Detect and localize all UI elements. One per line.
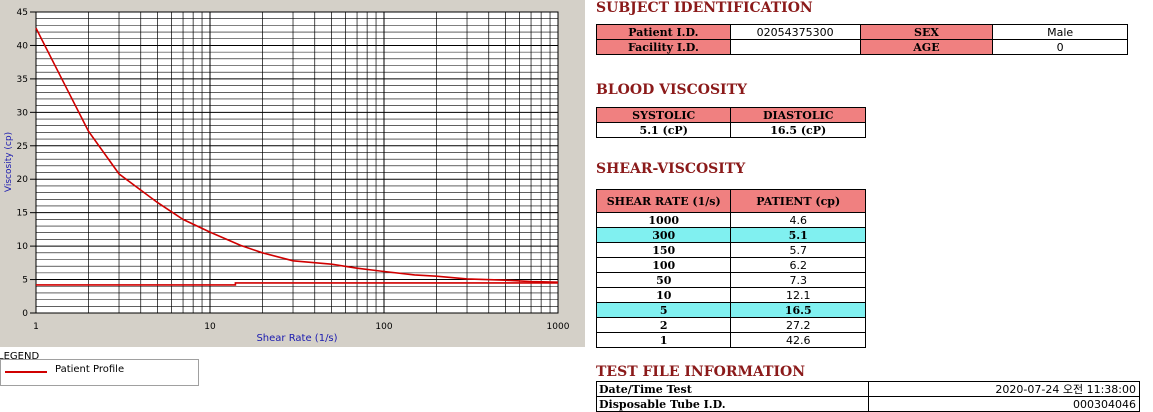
shear-rate-cell: 1 bbox=[595, 332, 732, 348]
patient-cp-cell: 4.6 bbox=[730, 212, 866, 228]
shear-table-row: 50 7.3 bbox=[595, 272, 866, 288]
patient-cp-cell: 16.5 bbox=[730, 302, 866, 318]
patient-cp-cell: 7.3 bbox=[730, 272, 866, 288]
blood-viscosity-title: BLOOD VISCOSITY bbox=[596, 82, 748, 98]
y-tick-label: 10 bbox=[17, 242, 29, 252]
plot-border bbox=[35, 11, 559, 314]
shear-table-row: 2 27.2 bbox=[595, 317, 866, 333]
chart-panel: 0 5 10 15 20 25 30 35 40 45 1 10 100 1000 Shear Rate … bbox=[0, 0, 585, 347]
patient-cp-cell: 6.2 bbox=[730, 257, 866, 273]
test-file-title: TEST FILE INFORMATION bbox=[596, 364, 806, 380]
diastolic-label: DIASTOLIC bbox=[730, 107, 866, 123]
shear-table-row: 5 16.5 bbox=[595, 302, 866, 318]
patient-cp-header: PATIENT (cp) bbox=[730, 189, 866, 213]
y-tick-label: 40 bbox=[17, 41, 29, 51]
y-tick-label: 15 bbox=[17, 209, 28, 219]
facility-id-value bbox=[729, 39, 861, 55]
tube-id-label: Disposable Tube I.D. bbox=[596, 396, 869, 412]
shear-rate-cell: 50 bbox=[595, 272, 732, 288]
x-tick-label: 100 bbox=[375, 322, 392, 332]
shear-table-row: 100 6.2 bbox=[595, 257, 866, 273]
systolic-label: SYSTOLIC bbox=[595, 107, 732, 123]
patient-cp-cell: 27.2 bbox=[730, 317, 866, 333]
y-axis-label: Viscosity (cp) bbox=[4, 132, 14, 192]
systolic-value: 5.1 (cP) bbox=[595, 122, 732, 138]
legend-line-swatch bbox=[5, 371, 47, 373]
shear-rate-cell: 2 bbox=[595, 317, 732, 333]
patient-id-label: Patient I.D. bbox=[596, 24, 731, 40]
plot-area bbox=[36, 12, 558, 313]
patient-id-value: 02054375300 bbox=[729, 24, 861, 40]
test-file-table: Date/Time Test 2020-07-24 오전 11:38:00 Di… bbox=[596, 381, 1140, 412]
baseline-line bbox=[36, 282, 558, 286]
patient-cp-cell: 5.1 bbox=[730, 227, 866, 243]
facility-id-label: Facility I.D. bbox=[596, 39, 731, 55]
blood-viscosity-table: SYSTOLIC DIASTOLIC 5.1 (cP) 16.5 (cP) bbox=[595, 107, 866, 138]
shear-rate-header: SHEAR RATE (1/s) bbox=[595, 189, 732, 213]
shear-rate-cell: 300 bbox=[595, 227, 732, 243]
datetime-label: Date/Time Test bbox=[596, 381, 869, 397]
tube-id-value: 000304046 bbox=[867, 396, 1140, 412]
age-value: 0 bbox=[992, 39, 1128, 55]
patient-cp-cell: 5.7 bbox=[730, 242, 866, 258]
shear-viscosity-title: SHEAR-VISCOSITY bbox=[596, 161, 746, 177]
y-tick-label: 35 bbox=[17, 75, 28, 85]
y-tick-label: 25 bbox=[17, 142, 28, 152]
shear-rate-cell: 5 bbox=[595, 302, 732, 318]
shear-table-row: 10 12.1 bbox=[595, 287, 866, 303]
x-tick-label: 1000 bbox=[547, 322, 570, 332]
subject-title: SUBJECT IDENTIFICATION bbox=[596, 0, 813, 16]
y-tick-label: 20 bbox=[17, 175, 29, 185]
x-tick-label: 1 bbox=[33, 322, 39, 332]
patient-profile-line bbox=[35, 27, 559, 283]
shear-table-row: 300 5.1 bbox=[595, 227, 866, 243]
x-tick-label: 10 bbox=[204, 322, 216, 332]
sex-label: SEX bbox=[859, 24, 994, 40]
patient-cp-cell: 42.6 bbox=[730, 332, 866, 348]
sex-value: Male bbox=[992, 24, 1128, 40]
y-tick-label: 30 bbox=[17, 108, 29, 118]
shear-rate-cell: 150 bbox=[595, 242, 732, 258]
viscosity-chart: 0 5 10 15 20 25 30 35 40 45 1 10 100 1000 Shear Rate … bbox=[4, 8, 570, 344]
y-tick-label: 45 bbox=[17, 8, 28, 18]
legend-label: Patient Profile bbox=[55, 364, 125, 375]
shear-rate-cell: 100 bbox=[595, 257, 732, 273]
legend-title: LEGEND bbox=[0, 351, 42, 362]
diastolic-value: 16.5 (cP) bbox=[730, 122, 866, 138]
datetime-value: 2020-07-24 오전 11:38:00 bbox=[867, 381, 1140, 397]
shear-rate-cell: 10 bbox=[595, 287, 732, 303]
x-axis-label: Shear Rate (1/s) bbox=[256, 333, 337, 344]
subject-table: Patient I.D. 02054375300 SEX Male Facili… bbox=[596, 24, 1128, 55]
y-tick-label: 5 bbox=[22, 276, 28, 286]
shear-table-row: 1000 4.6 bbox=[595, 212, 866, 228]
y-tick-label: 0 bbox=[22, 309, 28, 319]
shear-viscosity-table: SHEAR RATE (1/s) PATIENT (cp) 1000 4.6 300… bbox=[595, 189, 866, 348]
patient-cp-cell: 12.1 bbox=[730, 287, 866, 303]
shear-rate-cell: 1000 bbox=[595, 212, 732, 228]
age-label: AGE bbox=[859, 39, 994, 55]
shear-table-row: 150 5.7 bbox=[595, 242, 866, 258]
shear-table-row: 1 42.6 bbox=[595, 332, 866, 348]
